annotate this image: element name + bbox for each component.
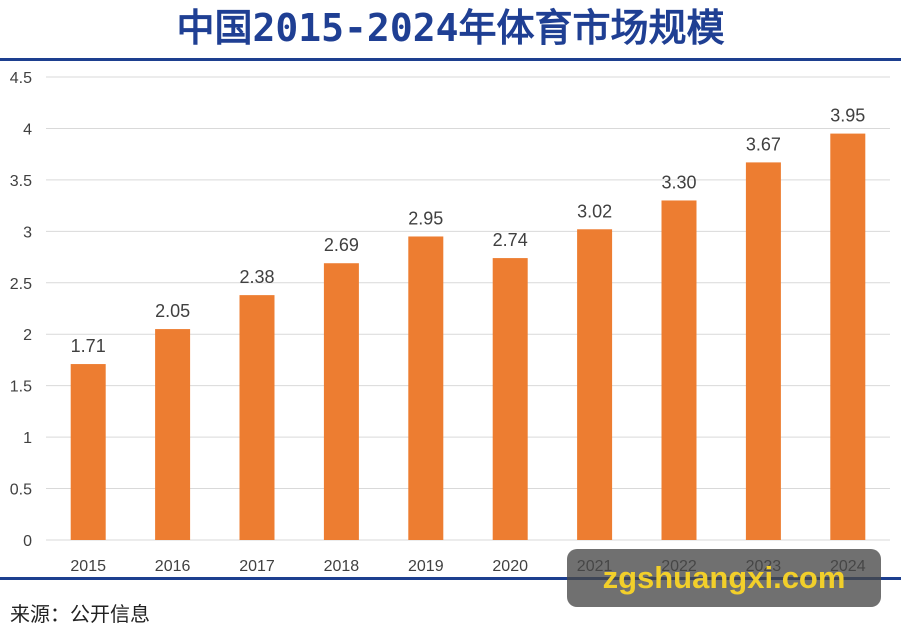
x-tick-label: 2017 <box>239 558 275 575</box>
bar <box>745 162 781 541</box>
bar <box>70 364 106 540</box>
bar <box>577 229 613 540</box>
watermark: zgshuangxi.com <box>567 549 881 607</box>
x-tick-label: 2016 <box>155 558 191 575</box>
y-tick-label: 1 <box>23 430 32 447</box>
data-label: 2.95 <box>408 208 443 228</box>
data-label: 3.02 <box>577 201 612 221</box>
bar <box>830 133 866 541</box>
y-tick-label: 0 <box>23 533 32 550</box>
bar <box>323 263 359 540</box>
chart-title: 中国2015-2024年体育市场规模 <box>176 6 725 50</box>
x-tick-label: 2015 <box>70 558 106 575</box>
data-label: 3.95 <box>830 106 865 126</box>
y-tick-label: 4.5 <box>10 70 32 87</box>
x-tick-label: 2019 <box>408 558 444 575</box>
data-label: 1.71 <box>71 336 106 356</box>
y-tick-label: 2 <box>23 327 32 344</box>
bar <box>408 236 444 540</box>
y-tick-label: 0.5 <box>10 482 32 499</box>
y-tick-label: 2.5 <box>10 276 32 293</box>
data-label: 3.67 <box>746 134 781 154</box>
data-label: 2.69 <box>324 235 359 255</box>
title-divider <box>0 58 901 61</box>
bar <box>661 200 697 540</box>
bar <box>492 258 528 540</box>
source-note: 来源：公开信息 <box>10 602 150 626</box>
bar <box>239 295 275 540</box>
x-tick-label: 2018 <box>324 558 360 575</box>
data-label: 3.30 <box>661 172 696 192</box>
x-tick-label: 2020 <box>492 558 528 575</box>
footer-divider <box>0 577 901 580</box>
data-label: 2.38 <box>239 267 274 287</box>
y-tick-label: 3.5 <box>10 173 32 190</box>
y-tick-label: 1.5 <box>10 379 32 396</box>
data-label: 2.05 <box>155 301 190 321</box>
data-label: 2.74 <box>493 230 528 250</box>
bar <box>155 329 191 540</box>
y-tick-label: 4 <box>23 121 32 138</box>
y-tick-label: 3 <box>23 224 32 241</box>
